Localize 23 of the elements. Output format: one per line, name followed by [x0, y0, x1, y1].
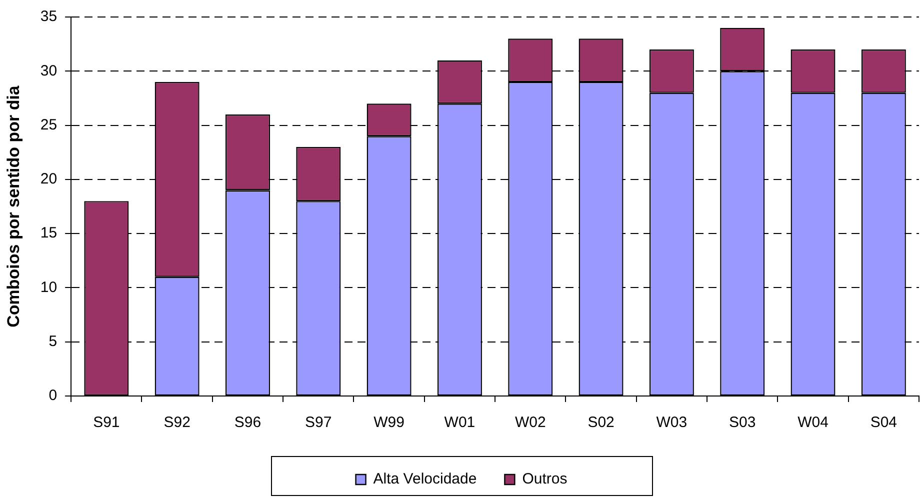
x-tick-label: S04: [870, 414, 898, 432]
y-tick-label: 10: [40, 278, 58, 296]
x-tick-label: W99: [374, 414, 404, 432]
x-tick-label: W03: [656, 414, 688, 432]
x-tick-label: S03: [729, 414, 756, 432]
x-tick-label: W02: [514, 414, 546, 432]
y-tick-label: 20: [40, 170, 58, 188]
legend-label: Outros: [522, 470, 568, 488]
legend-label: Alta Velocidade: [373, 470, 477, 488]
y-axis-title: Comboios por sentido por dia: [4, 85, 23, 328]
x-tick-label: S92: [164, 414, 190, 432]
y-tick-label: 30: [40, 62, 58, 80]
x-tick-label: S96: [234, 414, 262, 432]
y-tick-label: 35: [40, 8, 58, 26]
y-tick-label: 25: [40, 116, 58, 134]
x-tick-label: S91: [93, 414, 120, 432]
x-tick-label: S97: [305, 414, 332, 432]
y-tick-label: 5: [48, 333, 58, 350]
x-tick-label: S02: [588, 414, 614, 432]
y-tick-label: 0: [48, 387, 58, 404]
y-tick-label: 15: [40, 224, 58, 242]
x-tick-label: W04: [798, 414, 828, 432]
x-tick-label: W01: [444, 414, 476, 432]
